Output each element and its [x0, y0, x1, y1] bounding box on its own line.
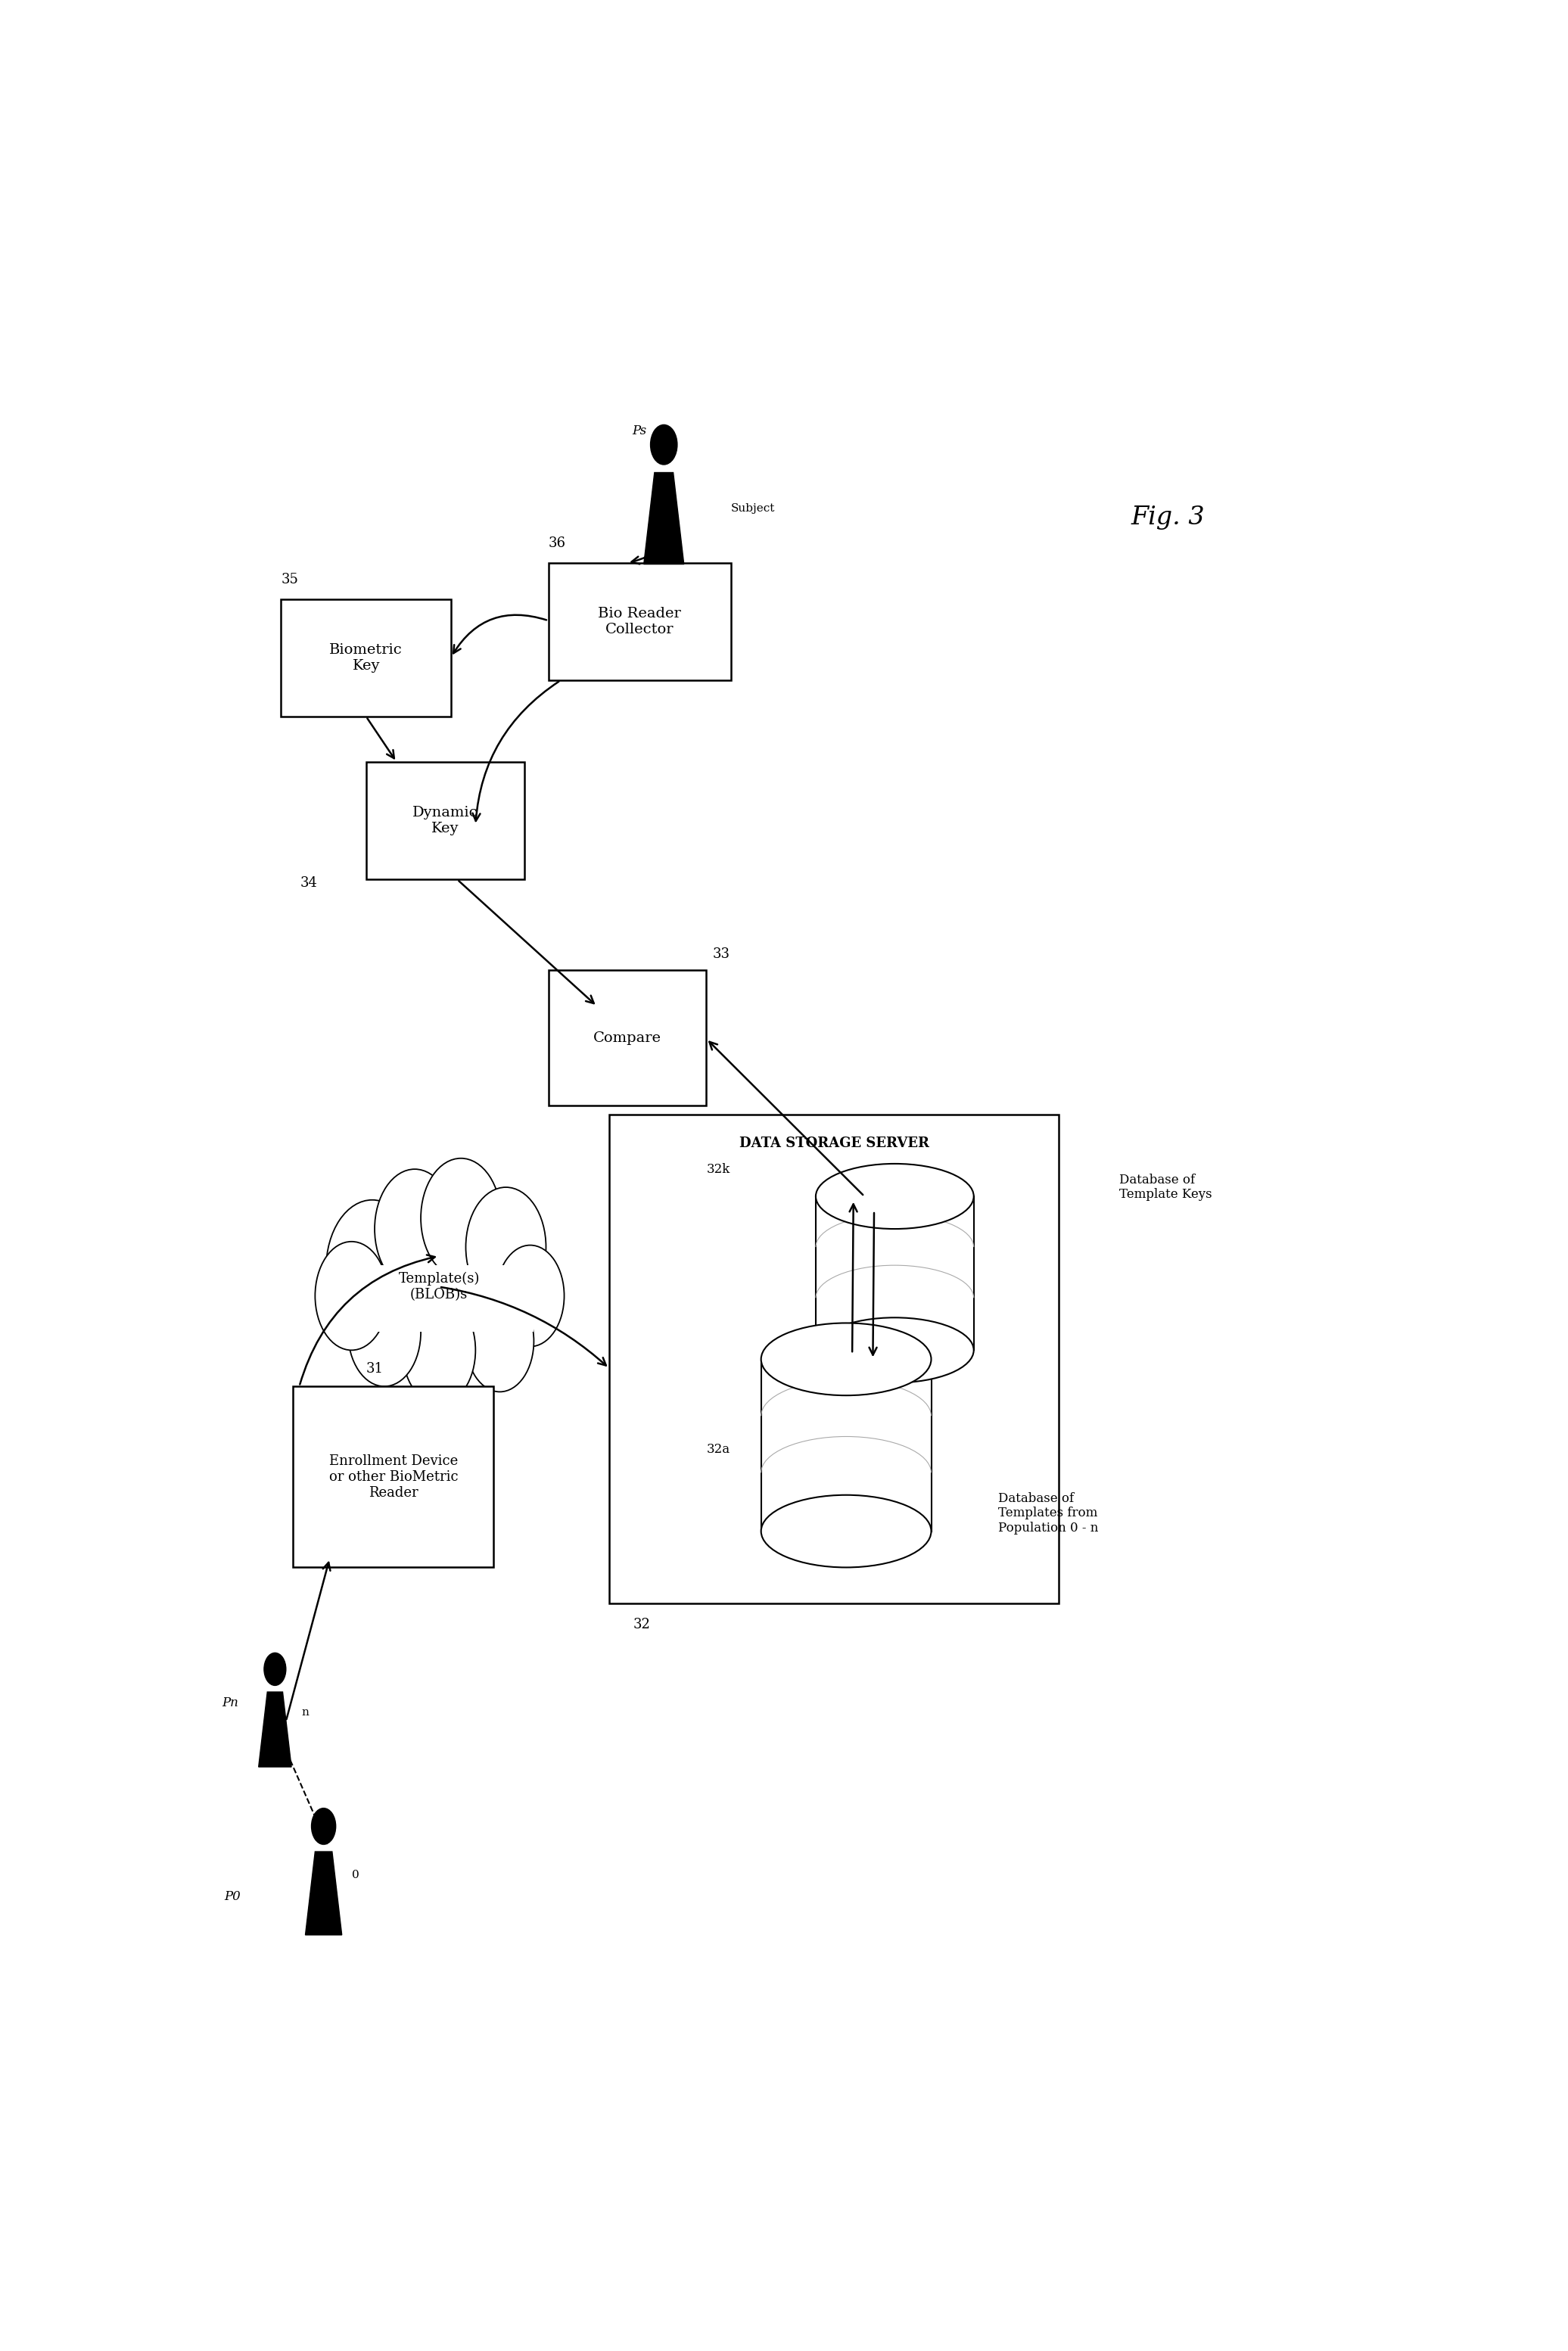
- Polygon shape: [259, 1693, 292, 1768]
- Circle shape: [466, 1291, 533, 1392]
- Circle shape: [326, 1199, 419, 1338]
- Text: Fig. 3: Fig. 3: [1131, 505, 1206, 529]
- Circle shape: [466, 1187, 546, 1307]
- Text: Database of
Templates from
Population 0 - n: Database of Templates from Population 0 …: [997, 1493, 1098, 1535]
- Circle shape: [651, 426, 677, 465]
- Circle shape: [263, 1653, 285, 1686]
- Text: Compare: Compare: [593, 1032, 662, 1044]
- Ellipse shape: [815, 1317, 974, 1382]
- Ellipse shape: [760, 1495, 931, 1568]
- FancyArrowPatch shape: [459, 882, 594, 1004]
- Circle shape: [348, 1279, 420, 1387]
- FancyBboxPatch shape: [367, 762, 524, 879]
- FancyArrowPatch shape: [287, 1563, 331, 1719]
- Circle shape: [495, 1246, 564, 1347]
- Ellipse shape: [760, 1324, 931, 1396]
- Text: n: n: [301, 1707, 309, 1719]
- FancyBboxPatch shape: [608, 1114, 1058, 1603]
- Text: P0: P0: [224, 1890, 240, 1904]
- Text: Dynamic
Key: Dynamic Key: [412, 806, 478, 835]
- Circle shape: [403, 1295, 475, 1404]
- Polygon shape: [815, 1197, 974, 1349]
- FancyArrowPatch shape: [299, 1255, 434, 1385]
- FancyArrowPatch shape: [709, 1041, 862, 1194]
- Text: Database of
Template Keys: Database of Template Keys: [1120, 1173, 1212, 1201]
- Text: Bio Reader
Collector: Bio Reader Collector: [597, 607, 681, 637]
- Text: 34: 34: [299, 877, 317, 891]
- FancyBboxPatch shape: [281, 600, 452, 717]
- Text: Template(s)
(BLOB)s: Template(s) (BLOB)s: [398, 1272, 480, 1302]
- Polygon shape: [348, 1265, 533, 1333]
- FancyArrowPatch shape: [367, 719, 394, 759]
- Text: 32: 32: [633, 1617, 651, 1632]
- Text: DATA STORAGE SERVER: DATA STORAGE SERVER: [739, 1136, 928, 1150]
- Ellipse shape: [815, 1164, 974, 1230]
- Circle shape: [420, 1159, 502, 1279]
- FancyArrowPatch shape: [453, 616, 546, 654]
- Polygon shape: [760, 1359, 931, 1531]
- Text: 0: 0: [351, 1869, 359, 1881]
- FancyArrowPatch shape: [869, 1213, 877, 1354]
- Polygon shape: [306, 1853, 342, 1935]
- Text: 33: 33: [712, 947, 729, 962]
- FancyBboxPatch shape: [549, 971, 706, 1105]
- Text: 32k: 32k: [706, 1164, 731, 1176]
- FancyArrowPatch shape: [441, 1286, 607, 1366]
- Circle shape: [375, 1168, 455, 1288]
- FancyArrowPatch shape: [472, 682, 558, 820]
- FancyArrowPatch shape: [850, 1204, 858, 1352]
- FancyBboxPatch shape: [293, 1387, 494, 1568]
- Text: 35: 35: [281, 574, 298, 585]
- Circle shape: [315, 1241, 387, 1349]
- Text: Pn: Pn: [221, 1697, 238, 1709]
- Text: 32a: 32a: [706, 1444, 731, 1455]
- Text: Ps: Ps: [632, 423, 646, 437]
- Text: Biometric
Key: Biometric Key: [329, 644, 403, 672]
- Text: Subject: Subject: [731, 503, 775, 515]
- Text: 31: 31: [367, 1361, 384, 1375]
- Polygon shape: [644, 473, 684, 564]
- FancyBboxPatch shape: [549, 562, 731, 679]
- Text: Enrollment Device
or other BioMetric
Reader: Enrollment Device or other BioMetric Rea…: [329, 1455, 458, 1500]
- Text: 36: 36: [549, 536, 566, 550]
- FancyArrowPatch shape: [632, 515, 670, 564]
- Circle shape: [312, 1808, 336, 1846]
